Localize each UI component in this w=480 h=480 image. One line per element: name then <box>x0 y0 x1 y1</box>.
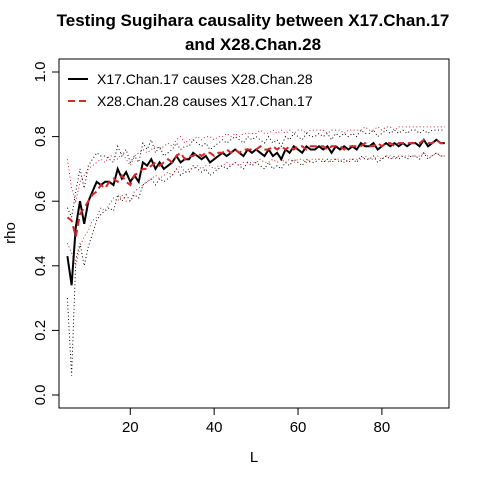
y-tick-label-2: 0.4 <box>32 255 49 276</box>
x-axis-label: L <box>250 449 258 466</box>
y-tick-label-5: 1.0 <box>32 62 49 83</box>
x-tick-label-2: 60 <box>290 419 307 436</box>
confidence-bands <box>66 126 445 376</box>
y-tick-label-3: 0.6 <box>32 191 49 212</box>
legend-label-0: X17.Chan.17 causes X28.Chan.28 <box>97 71 313 87</box>
y-tick-label-0: 0.0 <box>32 385 49 406</box>
chart-title: Testing Sugihara causality between X17.C… <box>57 11 450 54</box>
plot-frame <box>58 58 450 409</box>
y-axis-label: rho <box>2 222 19 244</box>
chart-title-line-2: and X28.Chan.28 <box>185 35 321 54</box>
series-line-1 <box>66 138 445 237</box>
x-tick-label-1: 40 <box>206 419 223 436</box>
legend-label-1: X28.Chan.28 causes X17.Chan.17 <box>97 93 313 109</box>
band-line-2 <box>66 152 445 268</box>
band-line-3 <box>66 126 445 204</box>
chart-title-line-1: Testing Sugihara causality between X17.C… <box>57 11 450 30</box>
band-line-0 <box>66 151 445 376</box>
x-tick-label-0: 20 <box>122 419 139 436</box>
series-lines <box>66 137 445 286</box>
y-tick-label-1: 0.2 <box>32 320 49 341</box>
legend: X17.Chan.17 causes X28.Chan.28 X28.Chan.… <box>68 71 313 109</box>
band-line-1 <box>66 129 445 220</box>
series-line-0 <box>66 137 445 286</box>
x-axis: 20 40 60 80 <box>122 407 391 436</box>
y-axis: 0.0 0.2 0.4 0.6 0.8 1.0 <box>32 62 60 406</box>
y-tick-label-4: 0.8 <box>32 126 49 147</box>
x-tick-label-3: 80 <box>374 419 391 436</box>
